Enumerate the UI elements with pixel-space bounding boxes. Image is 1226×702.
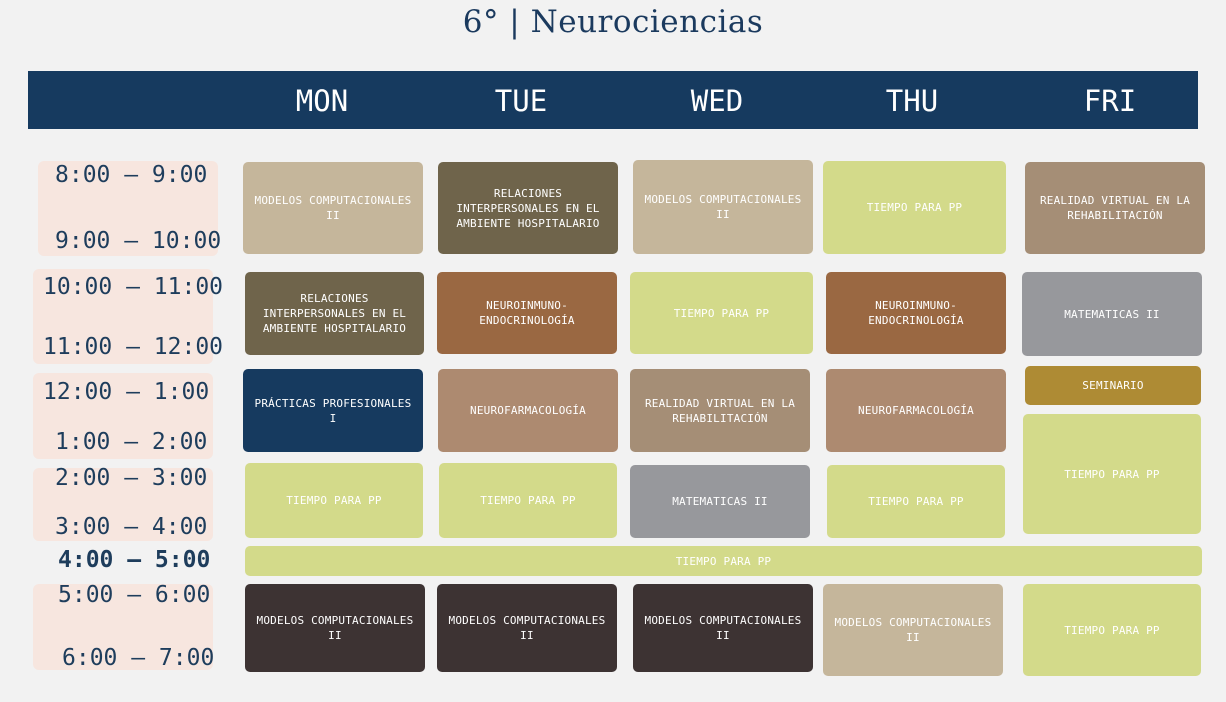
time-block-5-7 [33,584,213,670]
time-label: 12:00 – 1:00 [43,379,210,405]
class-block-wed[interactable]: TIEMPO PARA PP [630,272,813,354]
time-block-12-2 [33,373,213,459]
class-block-thu[interactable]: NEUROFARMACOLOGÍA [826,369,1006,452]
class-block-tue[interactable]: MODELOS COMPUTACIONALES II [437,584,617,672]
time-label: 2:00 – 3:00 [55,465,208,491]
class-block-tue[interactable]: NEUROFARMACOLOGÍA [438,369,618,452]
day-tue: TUE [494,84,548,118]
time-label: 5:00 – 6:00 [58,582,211,608]
class-block-mon[interactable]: MODELOS COMPUTACIONALES II [243,162,423,254]
time-label: 6:00 – 7:00 [62,645,215,671]
day-mon: MON [295,84,349,118]
time-label: 3:00 – 4:00 [55,514,208,540]
time-block-8-10 [38,161,218,256]
class-block-thu[interactable]: TIEMPO PARA PP [823,161,1006,254]
time-block-2-4 [33,468,213,541]
time-label: 11:00 – 12:00 [43,334,224,360]
class-block-thu[interactable]: MODELOS COMPUTACIONALES II [823,584,1003,676]
time-label: 1:00 – 2:00 [55,429,208,455]
class-block-all-week[interactable]: TIEMPO PARA PP [245,546,1202,576]
class-block-mon[interactable]: PRÁCTICAS PROFESIONALES I [243,369,423,452]
class-block-wed[interactable]: MATEMATICAS II [630,465,810,538]
class-block-wed[interactable]: REALIDAD VIRTUAL EN LA REHABILITACIÓN [630,369,810,452]
time-block-10-12 [33,269,213,364]
time-label: 10:00 – 11:00 [43,274,224,300]
time-label-highlight: 4:00 – 5:00 [58,547,211,573]
class-block-mon[interactable]: MODELOS COMPUTACIONALES II [245,584,425,672]
class-block-tue[interactable]: NEUROINMUNO-ENDOCRINOLOGÍA [437,272,617,354]
class-block-fri[interactable]: MATEMATICAS II [1022,272,1202,356]
class-block-thu[interactable]: TIEMPO PARA PP [827,465,1005,538]
day-header-bar: MON TUE WED THU FRI [28,71,1198,129]
class-block-fri[interactable]: TIEMPO PARA PP [1023,584,1201,676]
class-block-thu[interactable]: NEUROINMUNO-ENDOCRINOLOGÍA [826,272,1006,354]
day-fri: FRI [1083,84,1137,118]
class-block-fri[interactable]: SEMINARIO [1025,366,1201,405]
class-block-wed[interactable]: MODELOS COMPUTACIONALES II [633,160,813,254]
class-block-fri[interactable]: REALIDAD VIRTUAL EN LA REHABILITACIÓN [1025,162,1205,254]
time-label: 8:00 – 9:00 [55,162,208,188]
page-title: 6° | Neurociencias [462,4,764,40]
class-block-tue[interactable]: RELACIONES INTERPERSONALES EN EL AMBIENT… [438,162,618,254]
class-block-mon[interactable]: TIEMPO PARA PP [245,463,423,538]
class-block-wed[interactable]: MODELOS COMPUTACIONALES II [633,584,813,672]
class-block-tue[interactable]: TIEMPO PARA PP [439,463,617,538]
time-label: 9:00 – 10:00 [55,228,222,254]
class-block-fri[interactable]: TIEMPO PARA PP [1023,414,1201,534]
day-thu: THU [885,84,939,118]
class-block-mon[interactable]: RELACIONES INTERPERSONALES EN EL AMBIENT… [245,272,424,355]
day-wed: WED [690,84,744,118]
